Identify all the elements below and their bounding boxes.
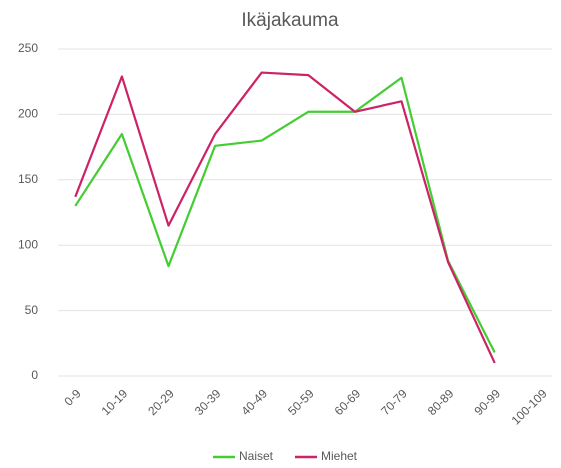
series-line — [74, 76, 496, 353]
series-line — [74, 71, 496, 364]
chart-title: Ikäjakauma — [241, 10, 339, 31]
y-tick-label: 100 — [18, 237, 38, 251]
y-tick-label: 250 — [18, 41, 38, 55]
legend-label: Naiset — [239, 449, 274, 463]
y-tick-label: 200 — [18, 107, 38, 121]
y-tick-label: 150 — [18, 172, 38, 186]
y-tick-label: 50 — [25, 303, 39, 317]
legend-label: Miehet — [321, 449, 358, 463]
y-tick-label: 0 — [31, 368, 38, 382]
